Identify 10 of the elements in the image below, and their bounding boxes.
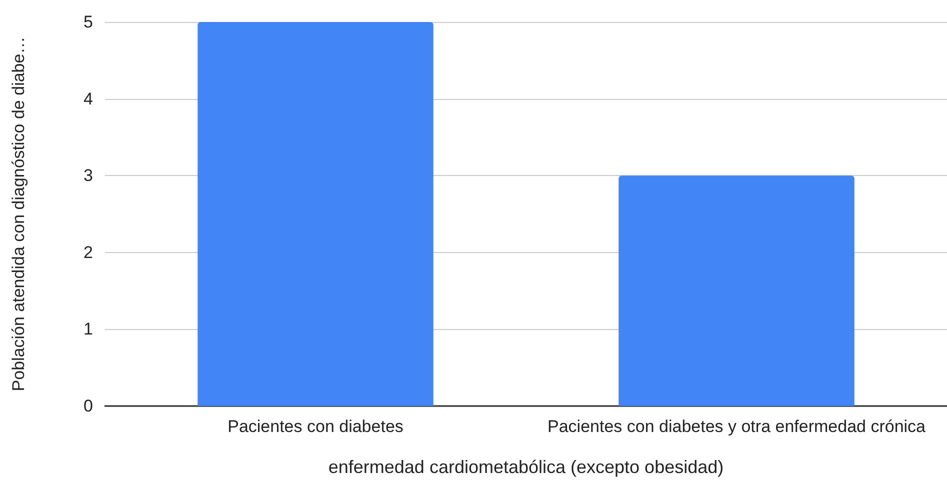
x-tick-label: Pacientes con diabetes <box>228 417 404 436</box>
y-tick-label: 1 <box>84 320 93 339</box>
x-tick-label: Pacientes con diabetes y otra enfermedad crónica <box>547 417 926 436</box>
y-tick-label: 0 <box>84 396 93 416</box>
y-tick-label: 2 <box>84 242 93 262</box>
y-tick-label: 5 <box>84 12 93 32</box>
x-axis-title: enfermedad cardiometabólica (excepto obesidad) <box>328 457 724 477</box>
y-tick-label: 3 <box>84 166 93 186</box>
y-axis-title: Población atendida con diagnóstico de diabe… <box>9 36 28 392</box>
y-tick-label: 4 <box>84 89 93 108</box>
